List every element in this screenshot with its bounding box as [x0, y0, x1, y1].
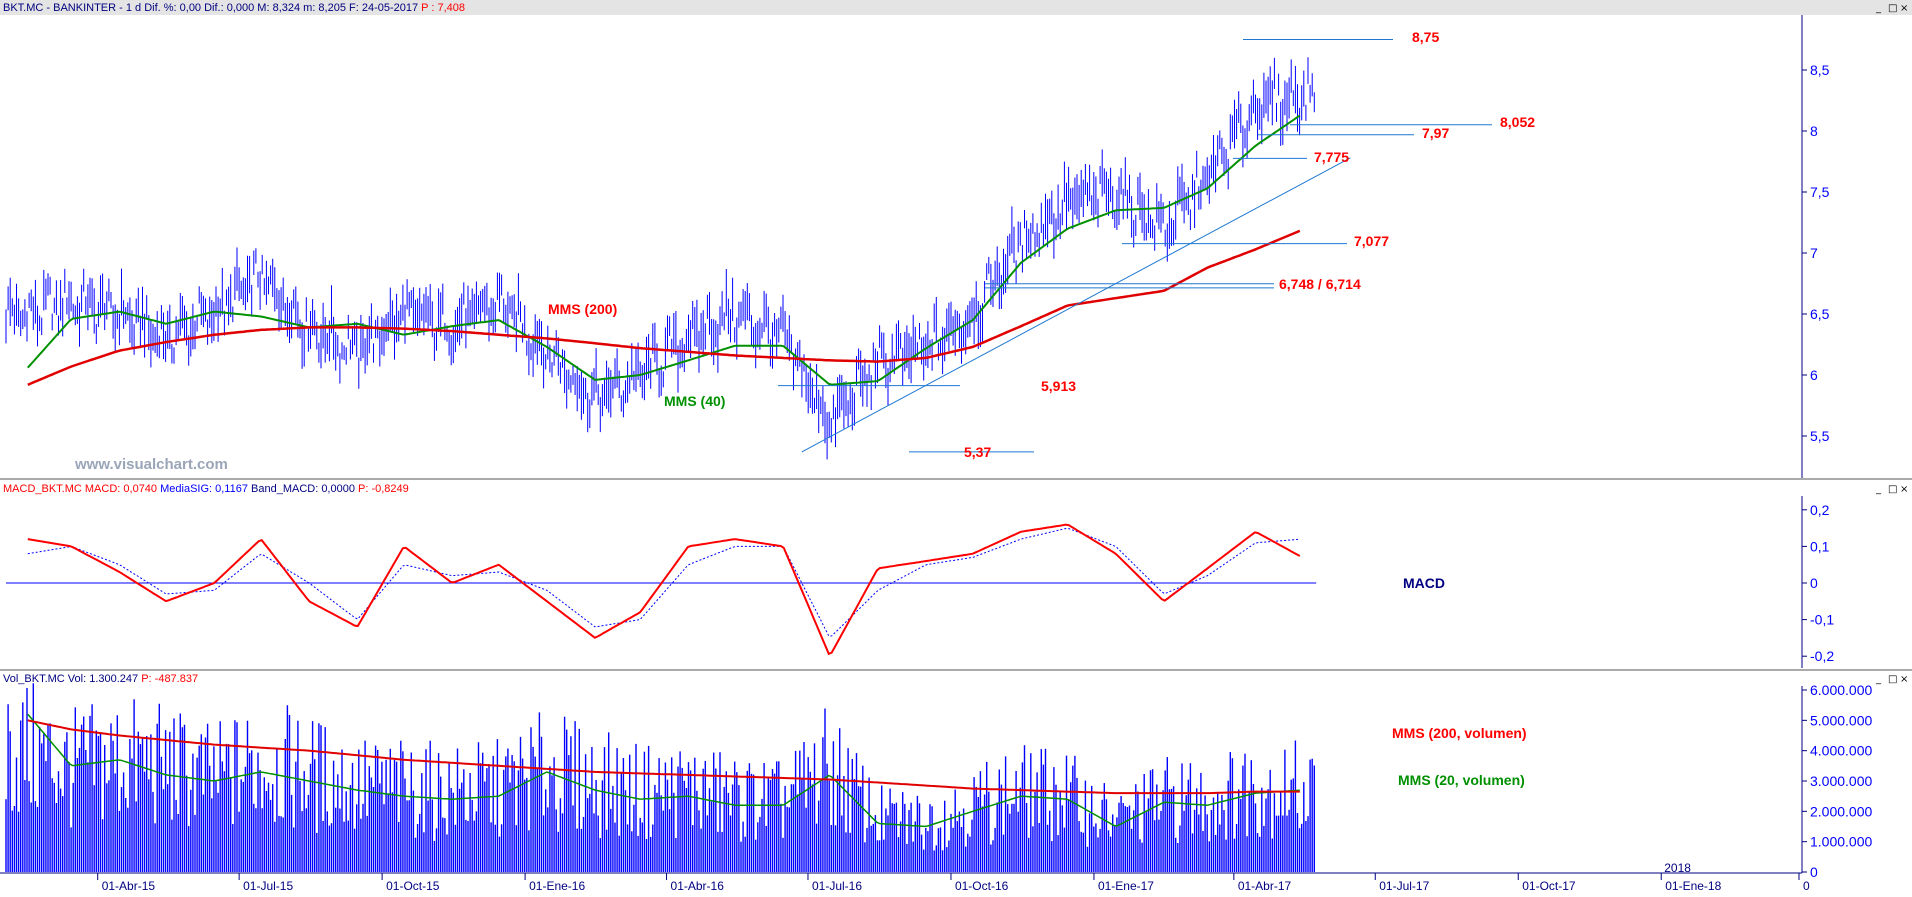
y-axis-ticks: 8,5 8 7,5 7 6,5 6 5,5 0,2 0,1 0 -0,1 -0,2 6.000.000 5… [1802, 62, 1872, 880]
level-label-7-775: 7,775 [1314, 149, 1349, 165]
close-button[interactable]: × [1900, 3, 1908, 14]
level-label-6-748: 6,748 / 6,714 [1279, 276, 1361, 292]
price-lines [27, 114, 1301, 386]
x-tick-label: 01-Oct-15 [386, 879, 440, 892]
x-tick-label: 01-Ene-17 [1098, 879, 1154, 892]
level-label-7-97: 7,97 [1422, 125, 1449, 141]
header-part: MACD_BKT.MC MACD: 0,0740 [3, 483, 157, 495]
x-tick-label: 01-Jul-15 [243, 879, 293, 892]
volume-window-controls[interactable]: _ □ × [1875, 674, 1908, 685]
x-tick-label: 01-Abr-16 [671, 879, 725, 892]
vol200-label: MMS (200, volumen) [1392, 725, 1527, 741]
header-part: MediaSIG: 0,1167 [157, 483, 248, 495]
volume-tick-label: 3.000.000 [1810, 773, 1872, 789]
maximize-button[interactable]: □ [1888, 484, 1897, 495]
annotations: 8,75 8,052 7,97 7,775 7,077 6,748 / 6,71… [548, 29, 1535, 788]
macd-panel [0, 480, 1912, 670]
x-tick-label: 01-Oct-17 [1522, 879, 1576, 892]
price-header-bar [0, 0, 1912, 15]
volume-tick-label: 5.000.000 [1810, 712, 1872, 728]
volume-lines [27, 713, 1300, 828]
macd-line [27, 523, 1301, 656]
price-tick-label: 8 [1810, 123, 1818, 139]
macd-label: MACD [1403, 575, 1445, 591]
mms200-label: MMS (200) [548, 301, 617, 317]
level-label-7-077: 7,077 [1354, 233, 1389, 249]
price-tick-label: 7 [1810, 245, 1818, 261]
volume-tick-label: 1.000.000 [1810, 834, 1872, 850]
close-button[interactable]: × [1900, 674, 1908, 685]
level-lines [778, 39, 1492, 453]
close-button[interactable]: × [1900, 484, 1908, 495]
x-tick-label: 01-Jul-16 [812, 879, 862, 892]
maximize-button[interactable]: □ [1888, 3, 1897, 14]
header-part: P : 7,408 [418, 2, 465, 14]
x-year-marker: 2018 [1664, 861, 1691, 875]
volume-header: Vol_BKT.MC Vol: 1.300.247 P: -487.837 [3, 673, 198, 685]
macd-header: MACD_BKT.MC MACD: 0,0740 MediaSIG: 0,116… [3, 483, 409, 495]
x-axis-ticks: 01-Abr-15 01-Jul-15 01-Oct-15 01-Ene-16 01-A… [97, 861, 1810, 893]
vol20-label: MMS (20, volumen) [1398, 772, 1525, 788]
x-tick-label: 01-Abr-17 [1238, 879, 1292, 892]
macd-tick-label: 0,1 [1810, 538, 1830, 554]
panel-frames [0, 0, 1912, 874]
minimize-button[interactable]: _ [1875, 484, 1882, 495]
macd-tick-label: -0,2 [1810, 648, 1834, 664]
volume-tick-label: 0 [1810, 864, 1818, 880]
volume-tick-label: 2.000.000 [1810, 803, 1872, 819]
price-tick-label: 8,5 [1810, 62, 1830, 78]
price-tick-label: 6 [1810, 367, 1818, 383]
watermark: www.visualchart.com [74, 456, 228, 473]
volume-tick-label: 6.000.000 [1810, 682, 1872, 698]
price-tick-label: 6,5 [1810, 306, 1830, 322]
x-tick-label: 01-Ene-18 [1665, 879, 1721, 892]
price-tick-label: 7,5 [1810, 184, 1830, 200]
level-label-8-052: 8,052 [1500, 114, 1535, 130]
x-tick-label: 0 [1803, 879, 1810, 892]
minimize-button[interactable]: _ [1875, 674, 1882, 685]
header-part: BKT.MC - BANKINTER - 1 d Dif. %: 0,00 Di… [3, 2, 418, 14]
vol-mms200-line [27, 719, 1300, 795]
macd-tick-label: -0,1 [1810, 612, 1834, 628]
maximize-button[interactable]: □ [1888, 674, 1897, 685]
volume-tick-label: 4.000.000 [1810, 743, 1872, 759]
trendline [801, 157, 1351, 453]
level-label-8-75: 8,75 [1412, 29, 1439, 45]
volume-bars [5, 683, 1316, 872]
price-header: BKT.MC - BANKINTER - 1 d Dif. %: 0,00 Di… [3, 2, 465, 14]
price-window-controls[interactable]: _ □ × [1875, 3, 1908, 14]
header-part: P: -0,8249 [355, 483, 409, 495]
level-label-5-37: 5,37 [964, 444, 991, 460]
mms40-line [27, 114, 1301, 386]
price-panel [0, 0, 1912, 480]
macd-tick-label: 0,2 [1810, 502, 1830, 518]
macd-layer [6, 523, 1317, 656]
mms40-label: MMS (40) [664, 393, 725, 409]
x-tick-label: 01-Abr-15 [102, 879, 156, 892]
x-tick-label: 01-Jul-17 [1379, 879, 1429, 892]
header-part: P: -487.837 [138, 673, 198, 685]
level-label-5-913: 5,913 [1041, 378, 1076, 394]
minimize-button[interactable]: _ [1875, 3, 1882, 14]
header-part: Band_MACD: 0,0000 [248, 483, 355, 495]
mms200-line [27, 229, 1301, 386]
price-tick-label: 5,5 [1810, 428, 1830, 444]
vol-mms20-line [27, 713, 1300, 828]
header-part: Vol_BKT.MC Vol: 1.300.247 [3, 673, 138, 685]
macd-tick-label: 0 [1810, 575, 1818, 591]
x-tick-label: 01-Ene-16 [529, 879, 585, 892]
macd-window-controls[interactable]: _ □ × [1875, 484, 1908, 495]
x-tick-label: 01-Oct-16 [955, 879, 1009, 892]
